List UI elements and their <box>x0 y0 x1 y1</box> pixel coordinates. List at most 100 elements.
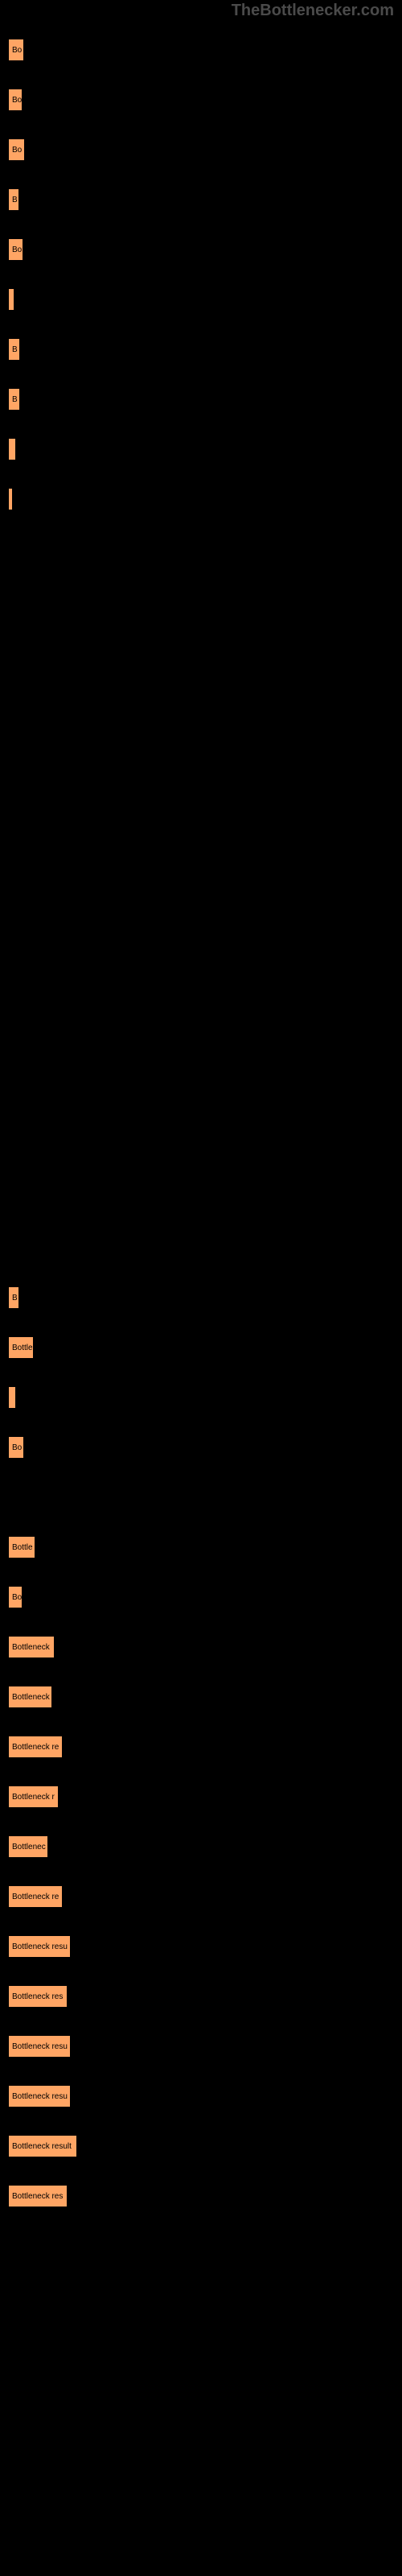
bar-label: Bottleneck resu <box>10 1942 68 1951</box>
bar-wrapper: Bottleneck res <box>8 1985 68 2008</box>
bar-wrapper: Bottleneck re <box>8 1736 63 1758</box>
bar-label: Bottleneck re <box>10 1893 59 1901</box>
bar-slot: Bo <box>8 1563 394 1608</box>
bar-slot <box>8 415 394 460</box>
bar-wrapper: Bottleneck <box>8 1686 52 1708</box>
bar-wrapper: Bo <box>8 89 23 111</box>
bar-slot <box>8 1114 394 1159</box>
bar-wrapper: Bottleneck resu <box>8 2085 71 2107</box>
bar-wrapper <box>8 288 14 311</box>
bar-slot <box>8 815 394 860</box>
bar-slot: Bo <box>8 116 394 161</box>
bar-chart: Bo Bo Bo B Bo B B B Bottle Bo Bottle Bo Bottleneck Bo… <box>0 0 402 2220</box>
bar: Bottleneck result <box>8 2135 77 2157</box>
bar: B <box>8 388 20 411</box>
bar: B <box>8 1286 19 1309</box>
bar-slot: Bo <box>8 1414 394 1459</box>
bar-label: Bo <box>10 96 22 105</box>
bar-label: Bottleneck res <box>10 1992 63 2001</box>
bar: Bottle <box>8 1336 34 1359</box>
bar-slot: B <box>8 166 394 211</box>
bar <box>8 438 16 460</box>
bar-label: Bottle <box>10 1344 33 1352</box>
bar-wrapper: B <box>8 338 20 361</box>
bar: Bottle <box>8 1536 35 1558</box>
bar-slot <box>8 565 394 610</box>
bar-label: B <box>10 395 18 404</box>
bar-slot <box>8 1164 394 1209</box>
bar-label: Bottlenec <box>10 1843 46 1852</box>
bar-wrapper: Bottleneck res <box>8 2185 68 2207</box>
bar-label: Bo <box>10 46 22 55</box>
bar-slot: Bottlenec <box>8 1813 394 1858</box>
bar-wrapper <box>8 438 16 460</box>
bar <box>8 1386 16 1409</box>
bar: Bo <box>8 138 25 161</box>
bar: Bottleneck <box>8 1686 52 1708</box>
bar-label: Bottle <box>10 1543 33 1552</box>
bar: Bottleneck re <box>8 1736 63 1758</box>
bar-slot <box>8 1064 394 1109</box>
bar-slot: Bo <box>8 216 394 261</box>
bar <box>8 288 14 311</box>
bar-wrapper: Bo <box>8 39 24 61</box>
bar-slot: Bottle <box>8 1513 394 1558</box>
bar: Bottleneck resu <box>8 1935 71 1958</box>
bar: B <box>8 188 19 211</box>
bar-wrapper: Bottleneck re <box>8 1885 63 1908</box>
bar-slot <box>8 1364 394 1409</box>
bar-label: Bottleneck <box>10 1693 50 1702</box>
bar-wrapper: Bottleneck <box>8 1636 55 1658</box>
bar-wrapper: Bo <box>8 238 23 261</box>
bar: Bottleneck <box>8 1636 55 1658</box>
bar-slot: Bo <box>8 66 394 111</box>
bar-label: Bottleneck resu <box>10 2042 68 2051</box>
bar-slot: B <box>8 365 394 411</box>
bar-wrapper: B <box>8 1286 19 1309</box>
bar-wrapper: Bottleneck result <box>8 2135 77 2157</box>
bar-wrapper: B <box>8 188 19 211</box>
bar-slot <box>8 1014 394 1059</box>
bar-slot: Bottleneck <box>8 1663 394 1708</box>
bar-label: Bottleneck result <box>10 2142 72 2151</box>
bar-wrapper: Bottleneck r <box>8 1785 59 1808</box>
bar-slot: Bottleneck res <box>8 1963 394 2008</box>
bar-slot <box>8 515 394 560</box>
bar-slot: Bottleneck res <box>8 2162 394 2207</box>
bar: Bottleneck resu <box>8 2035 71 2058</box>
bar: Bo <box>8 89 23 111</box>
bar-slot <box>8 964 394 1009</box>
bar: Bottleneck r <box>8 1785 59 1808</box>
bar: Bottleneck re <box>8 1885 63 1908</box>
bar-slot: Bottleneck result <box>8 2112 394 2157</box>
bar-slot <box>8 266 394 311</box>
bar-slot: Bo <box>8 16 394 61</box>
bar-wrapper <box>8 488 13 510</box>
bar-slot <box>8 465 394 510</box>
bar-wrapper: Bo <box>8 1436 24 1459</box>
bar-label: Bottleneck <box>10 1643 50 1652</box>
bar-label: Bo <box>10 1443 22 1452</box>
bar-label: Bo <box>10 246 22 254</box>
bar-slot <box>8 715 394 760</box>
bar-slot: Bottleneck re <box>8 1863 394 1908</box>
bar-slot <box>8 1463 394 1509</box>
bar: Bo <box>8 1436 24 1459</box>
bar-wrapper: B <box>8 388 20 411</box>
bar: Bottleneck res <box>8 2185 68 2207</box>
bar-slot <box>8 615 394 660</box>
bar-label: Bottleneck res <box>10 2192 63 2201</box>
bar-slot: Bottleneck re <box>8 1713 394 1758</box>
bar-slot <box>8 1214 394 1259</box>
bar <box>8 488 13 510</box>
bar-slot <box>8 865 394 910</box>
bar-label: Bottleneck r <box>10 1793 55 1802</box>
bar-slot: Bottleneck resu <box>8 2013 394 2058</box>
bar: Bottlenec <box>8 1835 48 1858</box>
bar-slot: Bottleneck <box>8 1613 394 1658</box>
bar-label: B <box>10 196 18 204</box>
bar-slot: B <box>8 1264 394 1309</box>
bar-wrapper: Bo <box>8 138 25 161</box>
bar-slot: Bottleneck resu <box>8 2062 394 2107</box>
bar-wrapper: Bottleneck resu <box>8 1935 71 1958</box>
